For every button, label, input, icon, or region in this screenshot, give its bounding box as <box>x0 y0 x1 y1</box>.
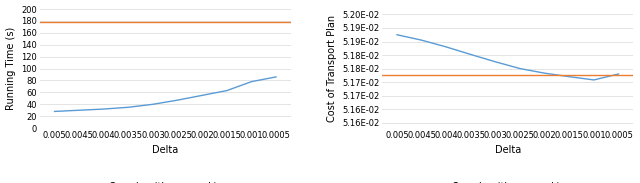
Y-axis label: Running Time (s): Running Time (s) <box>6 27 15 110</box>
Legend: Our algorithm, Linprog: Our algorithm, Linprog <box>424 178 591 183</box>
Our algorithm <box>149 103 157 105</box>
Our algorithm <box>467 53 475 56</box>
Our algorithm <box>51 110 58 113</box>
Legend: Our algorithm, Linprog: Our algorithm, Linprog <box>82 178 249 183</box>
Line: Our algorithm: Our algorithm <box>397 35 618 80</box>
Our algorithm <box>393 34 401 36</box>
Our algorithm <box>125 106 132 108</box>
Line: Our algorithm: Our algorithm <box>54 77 276 111</box>
Y-axis label: Cost of Transport Plan: Cost of Transport Plan <box>326 15 337 122</box>
Our algorithm <box>614 73 622 75</box>
Our algorithm <box>100 108 108 110</box>
Our algorithm <box>442 46 450 48</box>
Our algorithm <box>541 72 548 74</box>
Our algorithm <box>418 39 426 41</box>
Our algorithm <box>248 81 255 83</box>
Our algorithm <box>198 94 206 96</box>
Our algorithm <box>272 76 280 78</box>
X-axis label: Delta: Delta <box>495 145 521 155</box>
Our algorithm <box>223 89 230 92</box>
Our algorithm <box>566 76 573 78</box>
Our algorithm <box>516 68 524 70</box>
Our algorithm <box>492 61 499 63</box>
X-axis label: Delta: Delta <box>152 145 179 155</box>
Our algorithm <box>76 109 83 111</box>
Our algorithm <box>173 99 181 101</box>
Our algorithm <box>590 79 598 81</box>
